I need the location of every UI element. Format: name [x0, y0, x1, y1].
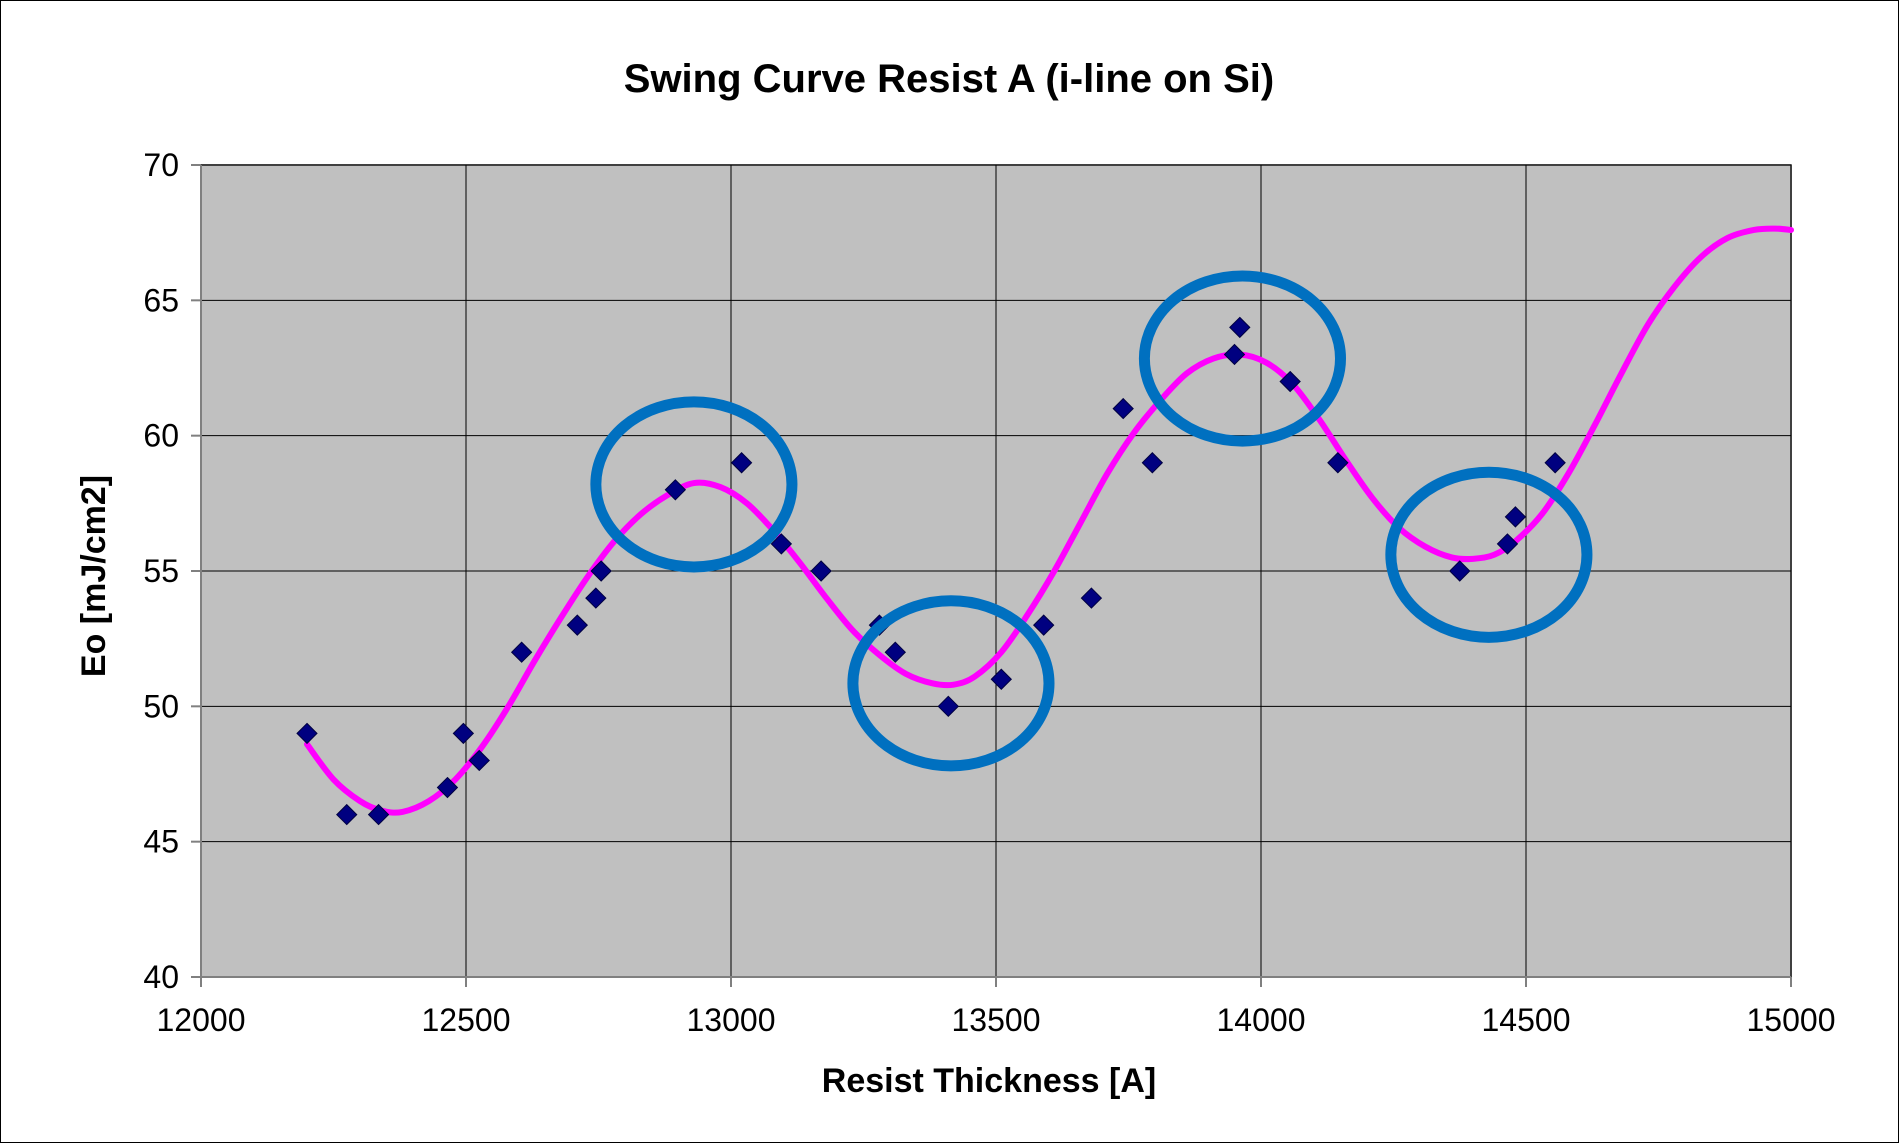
data-point-diamond: [990, 668, 1013, 690]
data-point-diamond: [566, 614, 589, 636]
data-point-diamond: [1032, 614, 1055, 636]
data-point-diamond: [1229, 316, 1251, 339]
data-point-diamond: [468, 749, 490, 772]
data-point-diamond: [884, 641, 907, 663]
data-point-diamond: [590, 560, 612, 582]
x-tick-label: 15000: [1747, 1002, 1836, 1038]
y-tick-label: 45: [143, 824, 179, 860]
data-point-diamond: [1449, 560, 1471, 582]
x-tick-label: 12000: [157, 1002, 246, 1038]
y-tick-label: 40: [143, 959, 179, 995]
data-point-diamond: [664, 479, 687, 501]
data-point-diamond: [1544, 452, 1566, 474]
highlight-ellipse: [590, 396, 798, 573]
data-point-diamond: [367, 803, 390, 826]
data-point-diamond: [937, 695, 960, 718]
data-point-diamond: [296, 722, 318, 745]
data-point-diamond: [810, 560, 832, 582]
x-axis-label: Resist Thickness [A]: [822, 1062, 1156, 1100]
x-tick-label: 13000: [687, 1002, 776, 1038]
data-point-diamond: [1141, 452, 1164, 474]
data-point-diamond: [770, 533, 793, 555]
data-point-diamond: [730, 452, 753, 474]
x-tick-label: 14000: [1217, 1002, 1306, 1038]
chart-title: Swing Curve Resist A (i-line on Si): [624, 57, 1274, 101]
data-point-diamond: [1496, 533, 1519, 555]
data-point-diamond: [510, 641, 533, 663]
y-tick-label: 60: [143, 418, 179, 454]
y-tick-label: 65: [143, 282, 179, 318]
y-axis-label: Eo [mJ/cm2]: [75, 475, 113, 677]
data-point-diamond: [1080, 587, 1103, 609]
y-tick-label: 50: [143, 688, 179, 724]
data-point-diamond: [452, 722, 475, 745]
data-point-diamond: [1112, 397, 1134, 420]
highlight-ellipse: [1385, 466, 1593, 643]
data-point-diamond: [1504, 506, 1527, 528]
data-point-diamond: [585, 587, 607, 609]
y-tick-label: 70: [143, 147, 179, 183]
data-point-diamond: [336, 803, 358, 826]
x-tick-label: 13500: [952, 1002, 1041, 1038]
highlight-ellipse: [1138, 270, 1346, 447]
data-point-diamond: [1279, 370, 1301, 393]
highlight-ellipse: [847, 595, 1055, 772]
data-point-diamond: [1327, 452, 1349, 474]
y-tick-label: 55: [143, 553, 179, 589]
x-tick-label: 14500: [1482, 1002, 1571, 1038]
data-point-diamond: [436, 776, 459, 799]
fit-curve: [304, 225, 1794, 816]
x-tick-label: 12500: [422, 1002, 511, 1038]
data-point-diamond: [1223, 343, 1246, 366]
